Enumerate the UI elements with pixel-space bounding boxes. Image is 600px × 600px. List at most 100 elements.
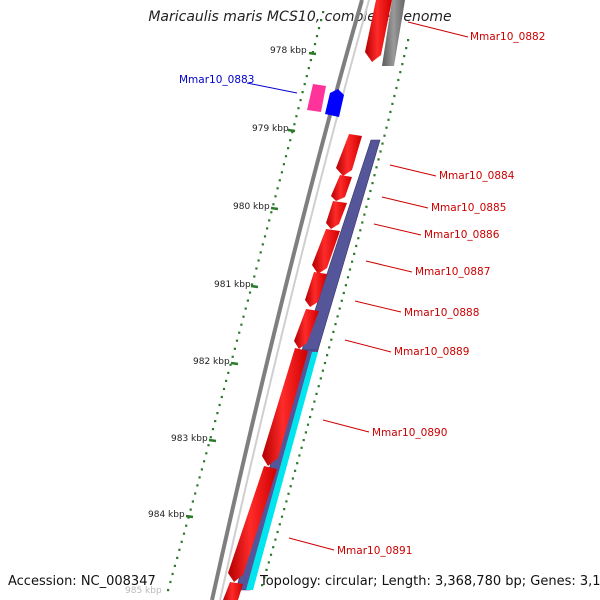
tick-981: 981 kbp: [214, 280, 259, 290]
tick-dot-right-4: [399, 71, 402, 74]
tick-dot-right-10: [387, 118, 390, 121]
tick-dot-left-35: [248, 291, 252, 294]
svg-text:Mmar10_0882: Mmar10_0882: [470, 31, 545, 43]
tick-dot-left-54: [207, 444, 210, 447]
tick-dot-right-6: [395, 86, 398, 90]
tick-dot-left-0: [322, 11, 325, 14]
tick-dot-right-40: [326, 354, 329, 357]
tick-980: 980 kbp: [233, 202, 279, 212]
tick-dot-right-45: [315, 392, 318, 395]
svg-text:Mmar10_0885: Mmar10_0885: [431, 202, 506, 214]
tick-dot-right-55: [294, 469, 297, 472]
gene-label-mmar10-0887[interactable]: Mmar10_0887: [365, 260, 490, 278]
gene-block-mmar10-0883-pink: [307, 84, 326, 112]
tick-dot-right-58: [287, 492, 290, 495]
tick-dot-left-55: [205, 452, 208, 455]
tick-dot-left-12: [297, 107, 300, 110]
tick-dot-right-56: [291, 477, 294, 480]
tick-dot-left-15: [291, 131, 294, 134]
tick-dot-right-64: [274, 538, 277, 541]
tick-dot-right-41: [323, 361, 327, 365]
tick-dot-right-8: [391, 102, 394, 105]
gene-label-mmar10-0885[interactable]: Mmar10_0885: [381, 196, 506, 214]
tick-dot-left-64: [185, 524, 188, 527]
tick-dot-right-62: [278, 523, 281, 526]
gene-label-mmar10-0890[interactable]: Mmar10_0890: [322, 419, 447, 439]
gene-label-mmar10-0886[interactable]: Mmar10_0886: [373, 223, 500, 241]
tick-dot-right-14: [379, 150, 382, 153]
tick-dot-right-54: [296, 462, 299, 465]
tick-dot-left-70: [171, 572, 174, 576]
tick-dot-right-48: [309, 415, 312, 419]
tick-dot-right-27: [353, 252, 356, 255]
tick-dot-left-23: [274, 195, 277, 198]
tick-985: 985 kbp: [125, 586, 162, 596]
tick-dot-left-51: [214, 420, 217, 423]
tick-dot-left-60: [194, 492, 197, 495]
tick-dot-right-25: [357, 237, 360, 240]
tick-dot-left-67: [178, 548, 181, 551]
gene-label-mmar10-0883[interactable]: Mmar10_0883: [179, 74, 298, 94]
tick-dot-right-44: [317, 385, 320, 388]
genome-summary-text: Topology: circular; Length: 3,368,780 bp…: [260, 574, 600, 589]
gene-block-mmar10-0890: [262, 348, 308, 466]
gene-label-mmar10-0882[interactable]: Mmar10_0882: [407, 21, 545, 43]
gene-label-mmar10-0888[interactable]: Mmar10_0888: [354, 300, 479, 319]
tick-dot-left-41: [235, 339, 239, 342]
tick-label-985: 985 kbp: [125, 586, 162, 596]
tick-dot-right-57: [289, 485, 292, 488]
tick-dot-left-40: [238, 331, 241, 334]
tick-dot-left-46: [225, 379, 228, 382]
tick-dot-left-36: [246, 299, 249, 302]
tick-dot-right-35: [336, 315, 339, 318]
svg-text:Mmar10_0891: Mmar10_0891: [337, 545, 412, 557]
tick-dot-right-51: [302, 439, 305, 442]
tick-dot-left-44: [229, 363, 232, 366]
gene-block-mmar10-0889: [294, 309, 319, 349]
tick-dot-left-34: [251, 283, 254, 286]
svg-text:Mmar10_0888: Mmar10_0888: [404, 307, 479, 319]
gene-block-mmar10-0885: [331, 175, 352, 201]
tick-dot-right-7: [393, 94, 396, 98]
tick-dot-left-43: [231, 355, 234, 358]
gene-label-mmar10-0889[interactable]: Mmar10_0889: [344, 339, 469, 358]
tick-dot-right-5: [397, 78, 400, 82]
tick-dot-right-3: [401, 63, 404, 66]
tick-dot-right-42: [321, 369, 324, 372]
gene-label-mmar10-0884[interactable]: Mmar10_0884: [389, 164, 515, 182]
tick-label-982: 982 kbp: [193, 357, 230, 367]
tick-dot-left-38: [242, 315, 245, 318]
tick-dot-left-57: [200, 468, 203, 471]
tick-dot-right-49: [306, 423, 310, 426]
tick-dot-left-39: [240, 323, 243, 326]
svg-text:Mmar10_0883: Mmar10_0883: [179, 74, 254, 86]
tick-dot-left-5: [311, 51, 314, 54]
gene-block-mmar10-0882: [365, 0, 392, 62]
tick-982: 982 kbp: [193, 357, 239, 367]
tick-dot-right-18: [371, 182, 374, 185]
tick-dot-left-56: [203, 460, 206, 463]
tick-dot-right-24: [359, 229, 362, 232]
backbone-arc-inner: [219, 0, 370, 600]
tick-dot-right-34: [338, 307, 341, 310]
tick-dot-right-16: [375, 166, 378, 169]
tick-dot-right-26: [355, 244, 358, 248]
tick-dot-right-68: [265, 568, 268, 571]
tick-dot-left-28: [263, 235, 267, 238]
tick-dot-right-53: [298, 454, 301, 457]
gene-block-bottom: [223, 582, 243, 600]
tick-dot-right-9: [389, 110, 392, 113]
tick-dot-left-42: [233, 347, 236, 350]
svg-text:Mmar10_0887: Mmar10_0887: [415, 266, 490, 278]
gene-label-mmar10-0891[interactable]: Mmar10_0891: [288, 537, 412, 557]
tick-dot-right-12: [383, 134, 386, 137]
tick-dots-right: [261, 39, 410, 587]
tick-dot-right-39: [328, 346, 331, 349]
tick-dot-right-28: [351, 260, 354, 263]
svg-text:Mmar10_0886: Mmar10_0886: [424, 229, 500, 241]
tick-dot-left-32: [255, 267, 258, 270]
gene-block-mmar10-0886: [326, 201, 347, 229]
tick-dot-left-1: [320, 19, 323, 22]
tick-dot-right-38: [330, 338, 333, 341]
tick-dots-left: [167, 11, 325, 592]
